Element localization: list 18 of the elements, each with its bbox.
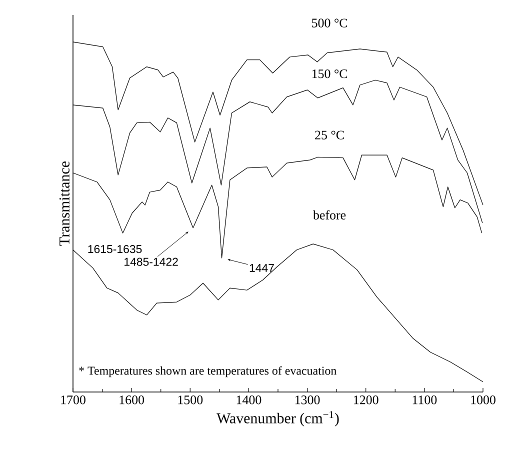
x-tick-label: 1100 — [412, 396, 437, 404]
annotation: * Temperatures shown are temperatures of evacuation — [79, 366, 336, 378]
x-tick-label: 1300 — [295, 396, 320, 404]
series-label: 500 °C — [312, 18, 348, 28]
x-axis-title: Wavenumber (cm$^{−1}$) — [216, 411, 339, 426]
x-tick-label: 1700 — [61, 396, 86, 404]
annotation: 1447 — [250, 264, 274, 272]
x-tick-label: 1000 — [471, 396, 496, 404]
series-label: before — [313, 210, 346, 220]
x-tick-label: 1200 — [354, 396, 378, 404]
x-tick-label: 1600 — [120, 396, 144, 404]
series-label: 25 °C — [315, 130, 344, 140]
x-tick-label: 1400 — [236, 396, 262, 404]
y-axis-title: Transmittance — [59, 162, 70, 246]
annotation: 1615-1635 — [88, 245, 142, 254]
x-tick-label: 1500 — [178, 396, 203, 404]
annotation: 1485-1422 — [124, 258, 178, 266]
series-label: 150 °C — [312, 69, 348, 78]
